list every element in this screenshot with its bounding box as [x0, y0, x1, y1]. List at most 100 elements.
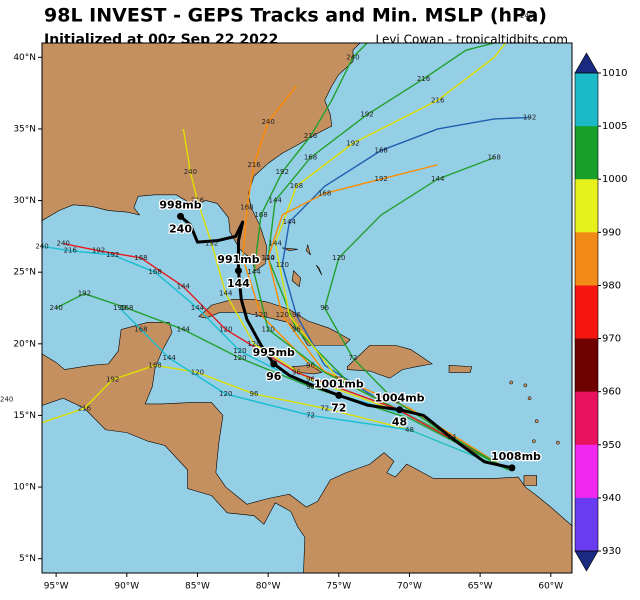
mean-point	[396, 406, 404, 414]
title: 98L INVEST - GEPS Tracks and Min. MSLP (…	[44, 5, 547, 27]
hour-label: 240	[520, 12, 533, 20]
hour-label: 144	[261, 254, 275, 262]
hour-label: 240	[184, 168, 197, 176]
hour-label: 144	[283, 218, 297, 226]
hour-label: 192	[106, 251, 119, 259]
hour-label: 168	[134, 325, 147, 333]
hour-label: 144	[163, 354, 177, 362]
hour-label: 120	[247, 340, 260, 348]
ensemble-track	[253, 43, 509, 471]
hour-label: 216	[417, 75, 431, 83]
hour-label: 168	[120, 304, 133, 312]
island	[527, 396, 532, 401]
mean-point	[335, 391, 343, 399]
colorbar-label: 1005	[602, 121, 627, 132]
colorbar-label: 1000	[602, 174, 627, 185]
colorbar-segment	[575, 232, 598, 286]
colorbar-segment	[575, 338, 598, 393]
land	[42, 43, 572, 573]
hour-label: 120	[219, 325, 232, 333]
colorbar-segment	[575, 391, 598, 446]
hour-label: 192	[523, 113, 536, 121]
hour-label: 168	[148, 268, 161, 276]
colorbar-frame	[574, 72, 599, 552]
landmass	[291, 270, 301, 288]
hour-label: 240	[57, 240, 70, 248]
hour-label: 96	[292, 311, 301, 319]
x-tick-label: 65°W	[468, 582, 493, 592]
colorbar-label: 950	[602, 440, 621, 451]
island	[531, 439, 536, 444]
y-tick-label: 20°N	[13, 339, 36, 349]
tracks	[42, 43, 530, 472]
landmass	[198, 299, 351, 346]
island	[509, 380, 514, 385]
x-tick-label: 60°W	[538, 582, 563, 592]
landmass	[523, 475, 537, 486]
hour-label: 96	[306, 383, 315, 391]
hour-label: 144	[269, 197, 283, 205]
colorbar-end	[574, 550, 599, 572]
y-tick-label: 15°N	[13, 411, 36, 421]
hour-label: 72	[334, 376, 343, 384]
landmass	[448, 364, 473, 373]
colorbar-label: 960	[602, 387, 621, 398]
y-tick-label: 5°N	[19, 554, 36, 564]
hour-label: 120	[233, 354, 246, 362]
ensemble-track	[63, 242, 509, 471]
hour-label: 144	[247, 268, 261, 276]
hour-label: 192	[92, 247, 105, 255]
hour-label: 96	[306, 361, 315, 369]
y-tick-label: 35°N	[13, 124, 36, 134]
mslp-label: 1004mb	[375, 392, 425, 405]
colorbar-segment	[575, 497, 598, 552]
hour-label: 216	[78, 404, 92, 412]
hour-label: 168	[254, 211, 267, 219]
hour-label: 144	[269, 240, 283, 248]
hour-label: 192	[276, 168, 289, 176]
hour-label: 216	[191, 197, 205, 205]
ensemble-track	[323, 156, 509, 471]
hour-label: 240	[0, 396, 13, 404]
hour-label: 144	[431, 175, 445, 183]
hour-label: 168	[488, 154, 501, 162]
mean-point	[270, 360, 278, 368]
mean-hour-label: 240	[169, 222, 192, 235]
hour-label: 216	[431, 96, 445, 104]
hour-label: 192	[78, 290, 91, 298]
hour-label: 168	[318, 189, 331, 197]
mean-hour-label: 96	[266, 370, 282, 383]
hour-label: 144	[236, 254, 250, 262]
colorbar-label: 930	[602, 546, 621, 557]
colorbar-label: 980	[602, 280, 621, 291]
mslp-label: 998mb	[159, 198, 201, 211]
x-tick-label: 70°W	[397, 582, 422, 592]
hour-label: 216	[304, 132, 318, 140]
map-frame	[41, 42, 573, 574]
hour-label: 144	[191, 304, 205, 312]
hour-label: 120	[219, 390, 232, 398]
colorbar-segment	[575, 444, 598, 499]
hour-label: 120	[261, 325, 274, 333]
x-tick-label: 90°W	[114, 582, 139, 592]
landmass	[282, 247, 298, 252]
colorbar-label: 970	[602, 334, 621, 345]
hour-label: 168	[304, 154, 317, 162]
colorbar-segment	[575, 126, 598, 180]
ensemble-track	[241, 85, 509, 471]
colorbar-label: 990	[602, 227, 621, 238]
hour-label: 120	[233, 347, 246, 355]
hour-label: 72	[320, 404, 329, 412]
x-tick-label: 75°W	[326, 582, 351, 592]
labels: 9612014416819296120144168192216721441681…	[0, 12, 542, 464]
landmass	[346, 344, 433, 379]
landmass	[42, 322, 572, 573]
y-tick-label: 25°N	[13, 268, 36, 278]
landmass	[315, 264, 323, 276]
hour-label: 240	[346, 53, 359, 61]
ensemble-track	[182, 128, 509, 471]
hour-label: 120	[332, 254, 345, 262]
x-tick-label: 80°W	[256, 582, 281, 592]
mslp-label: 1001mb	[314, 377, 364, 390]
